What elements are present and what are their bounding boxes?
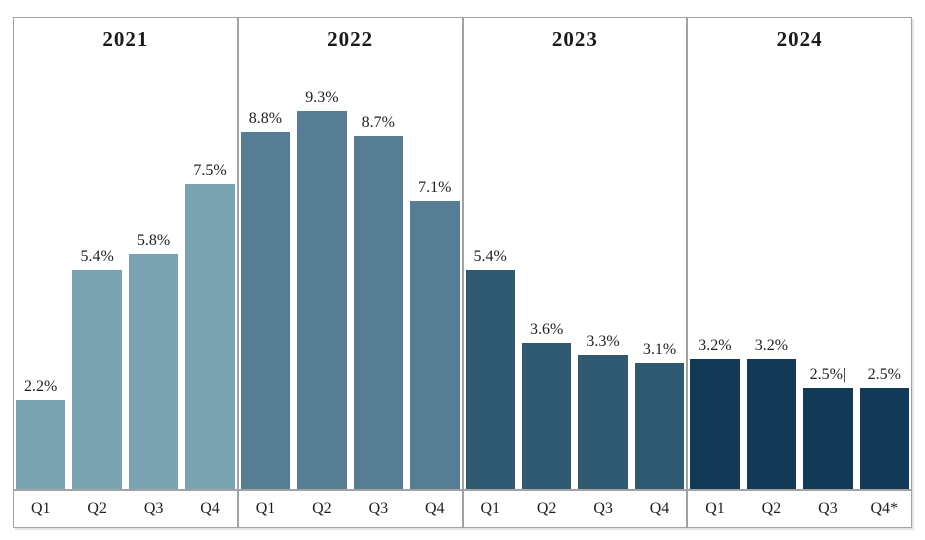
quarter-label: Q2	[761, 500, 782, 517]
bar-value-label: 7.1%	[418, 178, 452, 196]
bars-area: 2.2% 5.4% 5.8% 7.5%	[14, 18, 237, 489]
bar-value-label: 5.4%	[80, 247, 114, 265]
bar-cell: 8.8%	[240, 18, 291, 489]
quarter-label: Q1	[705, 500, 725, 517]
bar-cell: 2.5%|	[803, 18, 853, 489]
quarter-label: Q3	[368, 500, 389, 517]
bar-value-label: 8.8%	[248, 109, 283, 127]
bar-value-label: 9.3%	[305, 89, 339, 107]
bar-value-label: 3.3%	[586, 333, 620, 351]
bar-value-label: 2.2%	[24, 377, 58, 395]
bar-value-label: 3.1%	[642, 341, 677, 359]
bar-value-label: 7.5%	[193, 162, 227, 180]
quarter-label: Q1	[255, 500, 276, 517]
bar	[690, 359, 740, 489]
quarter-labels-strip: Q1 Q2 Q3 Q4	[238, 489, 462, 527]
bar-value-label: 2.5%	[867, 365, 901, 383]
bar-cell: 5.4%	[72, 18, 122, 489]
quarter-label: Q2	[87, 500, 107, 517]
year-panel-2022: 2022 8.8% 9.3% 8.7% 7.1% Q1 Q2 Q3 Q4	[238, 18, 464, 527]
year-title: 2022	[327, 27, 374, 51]
bar	[410, 200, 460, 489]
bar-cell: 3.3%	[578, 18, 628, 489]
quarter-label: Q3	[593, 500, 613, 517]
bar-value-label: 2.5%|	[809, 365, 847, 383]
bar-cell: 3.2%	[690, 18, 740, 489]
quarter-label: Q4	[200, 500, 220, 517]
bar	[72, 269, 122, 489]
year-panel-2021: 2021 2.2% 5.4% 5.8% 7.5% Q1 Q2 Q3 Q4	[14, 18, 239, 527]
year-title: 2021	[102, 27, 149, 51]
bar-value-label: 5.4%	[473, 247, 507, 265]
bar-value-label: 5.8%	[136, 231, 171, 249]
quarter-label: Q4*	[870, 500, 899, 517]
quarter-label: Q3	[818, 500, 838, 517]
bar-cell: 2.5%	[859, 18, 909, 489]
bars-area: 8.8% 9.3% 8.7% 7.1%	[239, 18, 462, 489]
bar	[521, 342, 572, 489]
bar-cell: 5.8%	[128, 18, 179, 489]
bar-cell: 7.1%	[410, 18, 460, 489]
bar-cell: 3.6%	[521, 18, 572, 489]
quarter-label: Q1	[30, 500, 51, 517]
bar-cell: 7.5%	[185, 18, 235, 489]
bar	[128, 253, 179, 489]
quarter-label: Q3	[143, 500, 164, 517]
bar-cell: 3.1%	[634, 18, 685, 489]
bar-value-label: 3.6%	[529, 320, 564, 338]
bar	[297, 111, 347, 489]
bar	[578, 355, 628, 489]
year-title: 2024	[776, 27, 823, 51]
bar-cell: 5.4%	[465, 18, 515, 489]
bars-area: 5.4% 3.6% 3.3% 3.1%	[464, 18, 687, 489]
bar-value-label: 3.2%	[754, 337, 789, 355]
quarter-label: Q2	[536, 500, 557, 517]
quarter-label: Q4	[425, 500, 445, 517]
bar-cell: 8.7%	[353, 18, 404, 489]
year-panel-2024: 2024 3.2% 3.2% 2.5%| 2.5% Q1 Q2 Q3 Q4*	[688, 18, 911, 527]
bar-value-label: 3.2%	[698, 337, 732, 355]
bar-value-label: 8.7%	[361, 113, 396, 131]
bar	[185, 184, 235, 489]
bar-cell: 3.2%	[746, 18, 797, 489]
year-title: 2023	[551, 27, 598, 51]
bars-area: 3.2% 3.2% 2.5%| 2.5%	[688, 18, 911, 489]
bar	[353, 135, 404, 489]
quarterly-bar-chart: 2021 2.2% 5.4% 5.8% 7.5% Q1 Q2 Q3 Q4 2022 8.8% 9.3%…	[13, 17, 912, 528]
bar	[803, 387, 853, 489]
bar	[634, 363, 685, 489]
quarter-labels-strip: Q1 Q2 Q3 Q4	[14, 489, 237, 527]
bar-cell: 2.2%	[16, 18, 66, 489]
quarter-labels-strip: Q1 Q2 Q3 Q4*	[688, 489, 911, 527]
bar	[16, 399, 66, 489]
bar	[859, 387, 909, 489]
quarter-label: Q2	[312, 500, 332, 517]
bar	[746, 359, 797, 489]
bar	[465, 269, 515, 489]
quarter-label: Q1	[480, 500, 500, 517]
quarter-labels-strip: Q1 Q2 Q3 Q4	[463, 489, 687, 527]
quarter-label: Q4	[649, 500, 670, 517]
bar	[240, 131, 291, 489]
year-panel-2023: 2023 5.4% 3.6% 3.3% 3.1% Q1 Q2 Q3 Q4	[463, 18, 689, 527]
bar-cell: 9.3%	[297, 18, 347, 489]
